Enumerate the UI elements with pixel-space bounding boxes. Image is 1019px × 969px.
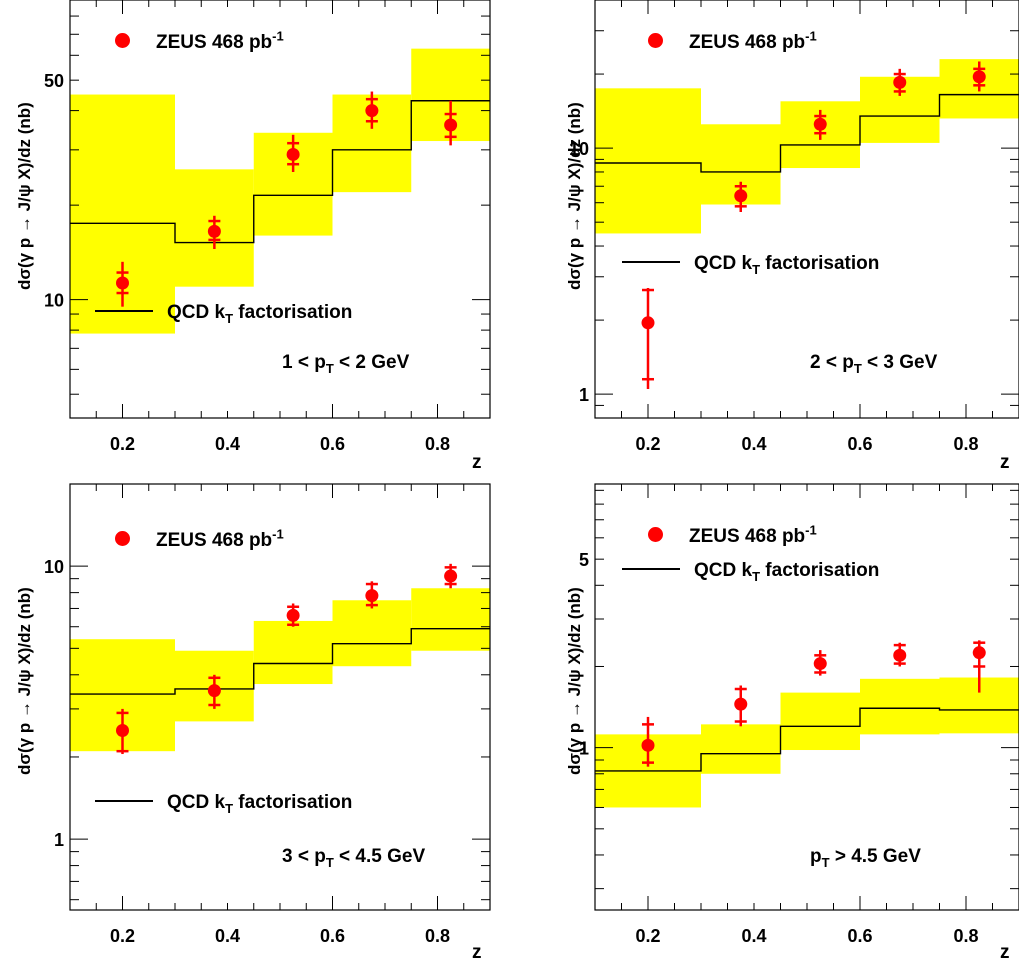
legend-marker-icon xyxy=(115,531,130,547)
x-tick-label: 0.4 xyxy=(215,434,240,454)
x-tick-label: 0.4 xyxy=(741,926,766,946)
legend-marker-icon xyxy=(648,33,663,49)
legend-theory-entry: QCD kT factorisation xyxy=(95,792,352,815)
x-tick-label: 0.6 xyxy=(847,434,872,454)
legend-theory-entry: QCD kT factorisation xyxy=(622,253,879,276)
y-tick-label: 1 xyxy=(579,385,589,405)
plot-area: 0.2 0.4 0.6 0.8 1 10 xyxy=(569,0,1019,454)
chart-panel-bottom-left: dσ(γ p → J/ψ X)/dz (nb) 0.2 0.4 0.6 0.8 1 10 … xyxy=(0,480,510,969)
theory-line xyxy=(70,100,490,244)
plot-area: 0.2 0.4 0.6 0.8 1 5 xyxy=(579,483,1019,946)
theory-line xyxy=(70,628,490,695)
data-point xyxy=(444,569,458,583)
uncertainty-band xyxy=(780,692,860,751)
x-axis-label: z xyxy=(1000,942,1010,963)
x-tick-label: 0.8 xyxy=(953,926,978,946)
data-point xyxy=(207,684,221,698)
data-point xyxy=(972,70,986,84)
data-point xyxy=(286,608,300,622)
pt-range-label: pT > 4.5 GeV xyxy=(810,846,921,870)
x-tick-label: 0.8 xyxy=(425,926,450,946)
x-axis-label: z xyxy=(472,452,482,473)
legend-marker-icon xyxy=(115,33,130,49)
legend-line-icon xyxy=(95,309,153,312)
uncertainty-band xyxy=(332,600,412,667)
chart-panel-top-right: dσ(γ p → J/ψ X)/dz (nb) 0.2 0.4 0.6 0.8 1 10 … xyxy=(510,0,1019,480)
data-point xyxy=(286,147,300,161)
uncertainty-band xyxy=(860,678,940,735)
data-point xyxy=(893,75,907,89)
plot-area: 0.2 0.4 0.6 0.8 10 50 xyxy=(44,0,491,454)
data-point xyxy=(813,657,827,671)
data-point xyxy=(365,589,379,603)
y-tick-label: 10 xyxy=(44,557,64,577)
y-tick-label: 1 xyxy=(54,830,64,850)
legend-data-entry: ZEUS 468 pb-1 xyxy=(115,30,284,54)
x-tick-label: 0.6 xyxy=(320,926,345,946)
data-point xyxy=(734,697,748,711)
theory-line xyxy=(595,707,1019,772)
x-tick-label: 0.4 xyxy=(215,926,240,946)
x-tick-label: 0.2 xyxy=(635,434,660,454)
uncertainty-band xyxy=(411,588,490,651)
legend-data-entry: ZEUS 468 pb-1 xyxy=(648,524,817,548)
data-point xyxy=(444,118,458,132)
x-tick-label: 0.6 xyxy=(320,434,345,454)
data-point xyxy=(972,646,986,660)
legend-theory-entry: QCD kT factorisation xyxy=(95,302,352,325)
x-tick-label: 0.8 xyxy=(953,434,978,454)
data-point xyxy=(207,224,221,238)
pt-range-label: 3 < pT < 4.5 GeV xyxy=(282,846,426,870)
legend-theory-entry: QCD kT factorisation xyxy=(622,560,879,583)
x-tick-label: 0.4 xyxy=(741,434,766,454)
pt-range-label: 2 < pT < 3 GeV xyxy=(810,352,938,376)
x-axis-label: z xyxy=(472,942,482,963)
legend-line-icon xyxy=(622,260,680,263)
chart-panel-top-left: dσ(γ p → J/ψ X)/dz (nb) 0.2 0.4 0.6 0.8 10 50… xyxy=(0,0,510,480)
pt-range-label: 1 < pT < 2 GeV xyxy=(282,352,410,376)
x-tick-label: 0.2 xyxy=(110,434,135,454)
x-tick-label: 0.6 xyxy=(847,926,872,946)
data-point xyxy=(641,316,655,330)
x-tick-label: 0.2 xyxy=(635,926,660,946)
legend-data-entry: ZEUS 468 pb-1 xyxy=(115,528,284,552)
legend-line-icon xyxy=(622,567,680,570)
data-point xyxy=(813,117,827,131)
x-tick-label: 0.8 xyxy=(425,434,450,454)
y-tick-label: 5 xyxy=(579,550,589,570)
data-point xyxy=(734,189,748,203)
legend-marker-icon xyxy=(648,527,663,543)
y-tick-label: 10 xyxy=(44,291,64,311)
data-point xyxy=(641,738,655,752)
uncertainty-band xyxy=(701,724,781,774)
chart-panel-bottom-right: dσ(γ p → J/ψ X)/dz (nb) 0.2 0.4 0.6 0.8 1 5 z… xyxy=(510,480,1019,969)
data-point xyxy=(116,276,129,290)
theory-line xyxy=(595,93,1019,173)
y-tick-label: 10 xyxy=(569,139,589,159)
y-tick-label: 50 xyxy=(44,71,64,91)
plot-area: 0.2 0.4 0.6 0.8 1 10 xyxy=(44,483,491,946)
uncertainty-band xyxy=(253,620,333,685)
legend-data-entry: ZEUS 468 pb-1 xyxy=(648,30,817,54)
data-point xyxy=(116,724,129,738)
uncertainty-band xyxy=(595,88,701,234)
x-tick-label: 0.2 xyxy=(110,926,135,946)
legend-line-icon xyxy=(95,799,153,802)
data-point xyxy=(893,648,907,662)
y-tick-label: 1 xyxy=(579,739,589,759)
x-axis-label: z xyxy=(1000,452,1010,473)
data-point xyxy=(365,104,379,118)
